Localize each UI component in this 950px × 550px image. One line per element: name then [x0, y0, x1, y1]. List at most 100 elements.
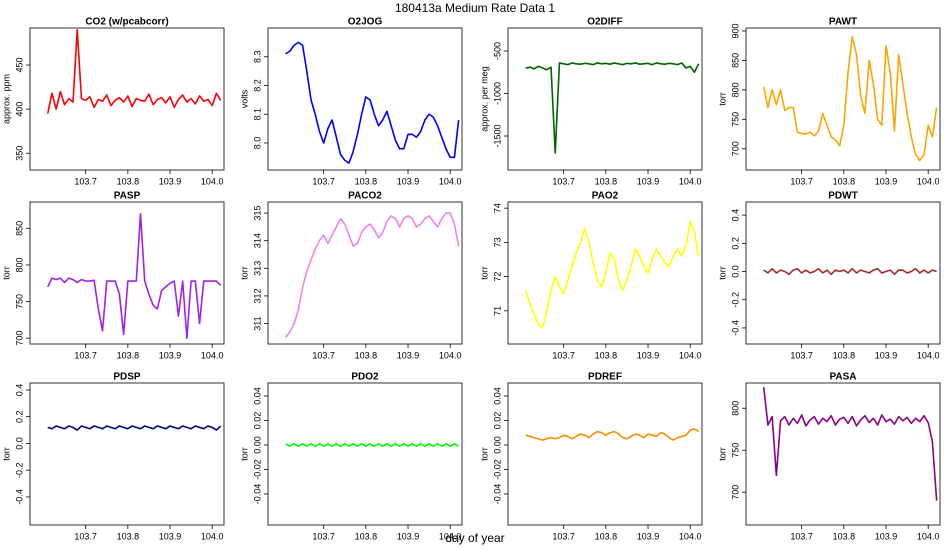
x-tick-label: 103.7 [790, 350, 813, 360]
y-tick-label: 900 [730, 23, 740, 38]
y-tick-label: 0.00 [252, 436, 262, 454]
plot-frame [29, 201, 225, 345]
data-line [763, 267, 937, 276]
y-tick-label: 312 [252, 288, 262, 303]
y-axis-label: torr [717, 92, 727, 106]
panel-title: PASP [114, 191, 141, 202]
y-tick-label: 850 [730, 53, 740, 68]
x-tick-label: 103.9 [637, 350, 660, 360]
x-tick-label: 103.7 [74, 350, 97, 360]
x-tick-label: 103.9 [637, 531, 660, 541]
x-tick-label: 103.9 [159, 531, 182, 541]
y-axis-label: approx. per meg [479, 66, 489, 132]
panel-title: PDWT [828, 191, 857, 202]
data-line [524, 221, 700, 329]
y-tick-label: 8.1 [252, 108, 262, 121]
x-tick-label: 103.8 [595, 176, 618, 186]
x-tick-label: 103.8 [355, 531, 378, 541]
y-tick-label: 8.3 [252, 50, 262, 63]
x-tick-label: 103.8 [833, 531, 856, 541]
y-tick-label: 350 [14, 146, 24, 161]
data-line [47, 425, 222, 431]
x-tick-label: 104.0 [201, 531, 224, 541]
x-tick-label: 104.0 [679, 176, 702, 186]
y-axis-label: torr [479, 266, 489, 280]
x-tick-label: 104.0 [679, 531, 702, 541]
x-tick-label: 104.0 [679, 350, 702, 360]
y-axis-label: torr [479, 447, 489, 461]
y-tick-label: -1500 [492, 124, 502, 147]
x-tick-label: 104.0 [439, 350, 462, 360]
y-tick-label: 0.04 [252, 387, 262, 405]
x-tick-label: 103.8 [117, 176, 140, 186]
y-axis-label: approx. ppm [1, 74, 11, 124]
y-tick-label: -0.4 [14, 489, 24, 505]
y-tick-label: 0.0 [730, 265, 740, 278]
x-tick-label: 103.9 [637, 176, 660, 186]
x-tick-label: 103.9 [875, 176, 898, 186]
x-tick-label: 104.0 [439, 531, 462, 541]
plot-frame [745, 382, 941, 526]
x-tick-label: 103.7 [552, 350, 575, 360]
plot-frame [267, 382, 463, 526]
y-tick-label: -0.04 [252, 484, 262, 505]
x-tick-label: 103.8 [833, 350, 856, 360]
y-tick-label: 800 [730, 82, 740, 97]
plot-frame [29, 382, 225, 526]
x-tick-label: 103.9 [159, 176, 182, 186]
y-tick-label: 700 [14, 331, 24, 346]
y-tick-label: 71 [492, 306, 502, 316]
x-axis-label: day of year [445, 531, 504, 545]
plot-frame [267, 27, 463, 171]
data-line [762, 36, 938, 162]
x-tick-label: 103.8 [833, 176, 856, 186]
y-tick-label: 0.4 [730, 209, 740, 222]
x-tick-label: 103.7 [312, 531, 335, 541]
y-tick-label: 700 [730, 485, 740, 500]
x-tick-label: 103.9 [159, 350, 182, 360]
data-line [285, 41, 460, 164]
y-tick-label: -0.02 [252, 459, 262, 480]
y-tick-label: -500 [492, 42, 502, 60]
y-tick-label: -0.2 [14, 462, 24, 478]
panel-title: PDSP [113, 372, 141, 383]
x-tick-label: 104.0 [201, 350, 224, 360]
y-tick-label: 800 [14, 257, 24, 272]
y-tick-label: 700 [730, 141, 740, 156]
x-tick-label: 104.0 [917, 350, 940, 360]
y-tick-label: -1000 [492, 82, 502, 105]
y-tick-label: 800 [730, 401, 740, 416]
x-tick-label: 103.9 [875, 350, 898, 360]
panel-title: PAO2 [592, 191, 619, 202]
y-tick-label: 0.0 [14, 437, 24, 450]
y-axis-label: torr [717, 447, 727, 461]
y-tick-label: 0.04 [492, 387, 502, 405]
x-tick-label: 104.0 [917, 531, 940, 541]
plot-frame [507, 382, 703, 526]
x-tick-label: 104.0 [201, 176, 224, 186]
y-tick-label: 750 [14, 294, 24, 309]
x-tick-label: 103.9 [397, 350, 420, 360]
x-tick-label: 104.0 [439, 176, 462, 186]
y-axis-label: torr [1, 447, 11, 461]
x-tick-label: 103.7 [790, 176, 813, 186]
data-line [525, 62, 700, 154]
y-tick-label: 750 [730, 443, 740, 458]
y-tick-label: 8.2 [252, 79, 262, 92]
panel-title: PACO2 [348, 191, 382, 202]
panel-title: PDREF [588, 372, 622, 383]
y-tick-label: 450 [14, 58, 24, 73]
plot-frame [745, 201, 941, 345]
y-axis-label: volts [239, 89, 249, 108]
y-tick-label: 313 [252, 261, 262, 276]
plot-frame [745, 27, 941, 171]
x-tick-label: 103.7 [552, 176, 575, 186]
plot-frame [267, 201, 463, 345]
y-tick-label: -0.4 [730, 320, 740, 336]
x-tick-label: 103.9 [875, 531, 898, 541]
y-tick-label: -0.2 [730, 292, 740, 308]
x-tick-label: 103.7 [552, 531, 575, 541]
x-tick-label: 104.0 [917, 176, 940, 186]
y-tick-label: 8.0 [252, 137, 262, 150]
